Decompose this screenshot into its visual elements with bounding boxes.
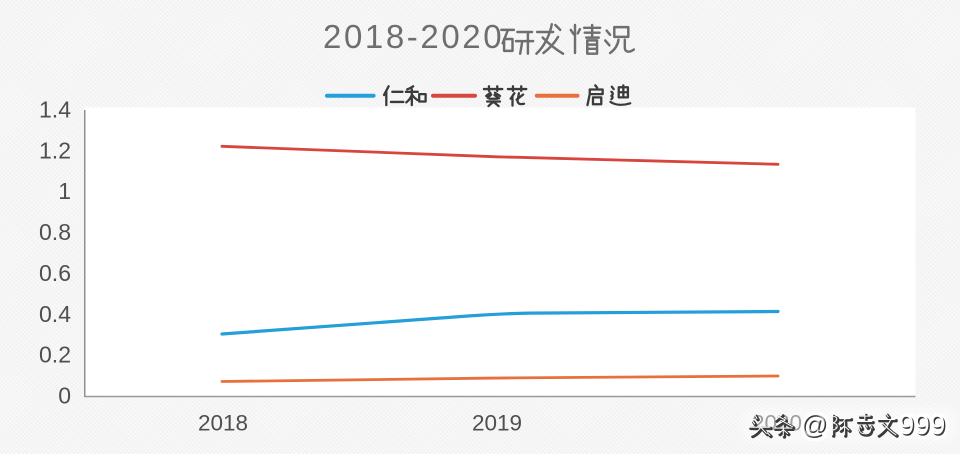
svg-text:0.4: 0.4 bbox=[39, 301, 71, 327]
svg-text:0: 0 bbox=[58, 382, 71, 408]
svg-text:1.2: 1.2 bbox=[39, 137, 71, 163]
svg-text:999: 999 bbox=[900, 411, 947, 442]
svg-text:@: @ bbox=[802, 410, 828, 440]
svg-text:2019: 2019 bbox=[472, 411, 522, 436]
svg-text:1: 1 bbox=[58, 178, 71, 204]
svg-text:@: @ bbox=[801, 409, 827, 439]
svg-text:0.6: 0.6 bbox=[39, 260, 71, 286]
svg-text:@: @ bbox=[802, 410, 828, 440]
svg-text:2018-2020: 2018-2020 bbox=[323, 18, 504, 55]
svg-text:1.4: 1.4 bbox=[39, 97, 71, 123]
svg-text:2018: 2018 bbox=[198, 411, 248, 436]
svg-text:0.8: 0.8 bbox=[39, 219, 71, 245]
svg-text:0.2: 0.2 bbox=[39, 342, 71, 368]
svg-text:999: 999 bbox=[900, 411, 947, 442]
svg-text:999: 999 bbox=[899, 409, 946, 440]
